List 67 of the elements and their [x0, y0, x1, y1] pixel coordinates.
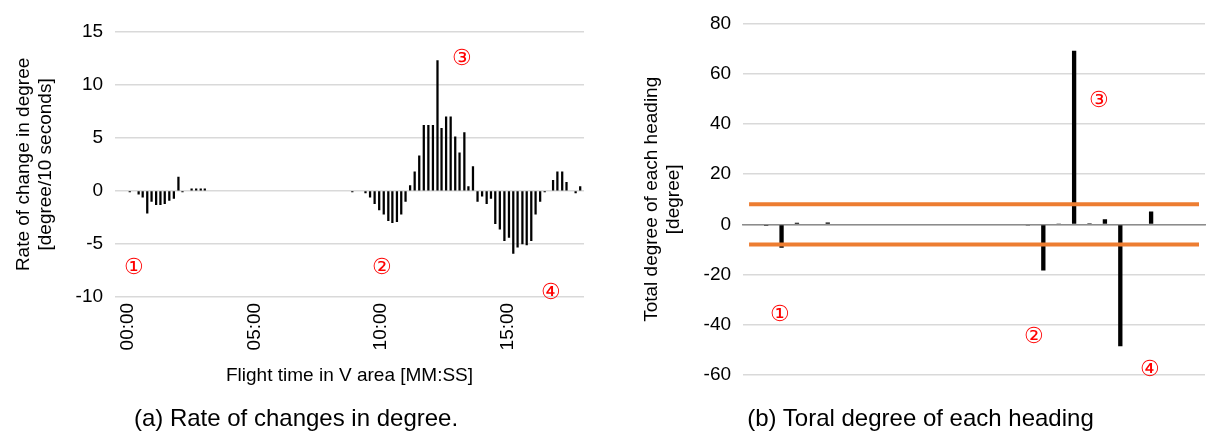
- bar: [368, 191, 372, 198]
- x-tick-label: 10:00: [369, 302, 391, 351]
- bar: [539, 191, 542, 202]
- y-tick-label: 40: [709, 112, 732, 134]
- y-tick-label: 10: [81, 73, 104, 95]
- bar: [364, 191, 367, 194]
- annotation: ④: [1139, 355, 1160, 381]
- bar: [556, 171, 559, 191]
- y-tick-label: 80: [709, 11, 732, 33]
- bar: [387, 191, 390, 221]
- bar: [1102, 219, 1108, 224]
- x-axis-title: Flight time in V area [MM:SS]: [225, 364, 474, 386]
- bar: [1071, 50, 1077, 224]
- y-tick-label: -5: [86, 232, 104, 254]
- y-tick-label: 15: [81, 20, 104, 42]
- annotation: ②: [372, 253, 393, 279]
- bar: [503, 191, 506, 242]
- x-tick-label: 15:00: [496, 302, 518, 351]
- bar: [395, 191, 399, 222]
- bar: [1118, 225, 1123, 347]
- annotation: ①: [123, 253, 144, 279]
- bar: [565, 182, 568, 191]
- text: (b) Toral degree of each heading: [747, 404, 1094, 432]
- x-tick-label: 00:00: [115, 302, 137, 351]
- bar: [489, 191, 493, 199]
- text: (a) Rate of changes in degree.: [133, 404, 459, 432]
- bar: [1148, 211, 1154, 224]
- annotation: ①: [770, 301, 791, 327]
- bar: [404, 191, 407, 202]
- bar: [159, 191, 162, 206]
- y-tick-label: 0: [92, 179, 104, 201]
- annotation: ④: [541, 278, 562, 304]
- y-tick-label: -60: [703, 363, 732, 385]
- annotation: ③: [1088, 86, 1109, 112]
- y-axis-title: Total degree of each heading [degree]: [639, 76, 684, 322]
- y-tick-label: 0: [720, 212, 732, 234]
- y-tick-label: 5: [92, 126, 104, 148]
- bar: [177, 176, 180, 191]
- bar: [476, 191, 479, 202]
- y-tick-label: -20: [703, 262, 732, 284]
- bar: [400, 191, 403, 215]
- annotation: ②: [1024, 322, 1045, 348]
- bar: [507, 191, 511, 238]
- bar: [163, 191, 166, 204]
- bar: [534, 191, 537, 215]
- bar: [467, 186, 470, 191]
- bar: [150, 191, 153, 202]
- y-tick-label: 60: [709, 61, 732, 83]
- x-tick-label: 05:00: [242, 302, 264, 351]
- bar: [382, 191, 385, 215]
- y-tick-label: -10: [75, 285, 104, 307]
- bar: [190, 188, 193, 191]
- y-axis-title: Rate of change in degree [degree/10 seconds]: [11, 57, 56, 272]
- bar: [168, 191, 171, 201]
- bar: [458, 152, 461, 191]
- bar: [516, 191, 519, 248]
- bar: [141, 191, 144, 198]
- annotation: ③: [452, 44, 473, 70]
- bar: [436, 60, 439, 191]
- y-tick-label: -40: [703, 313, 732, 335]
- bar: [155, 191, 158, 206]
- bar: [172, 191, 175, 199]
- bar: [373, 191, 376, 204]
- bar: [480, 191, 484, 197]
- bar: [521, 191, 524, 245]
- bar: [485, 191, 488, 204]
- y-tick-label: 20: [709, 162, 732, 184]
